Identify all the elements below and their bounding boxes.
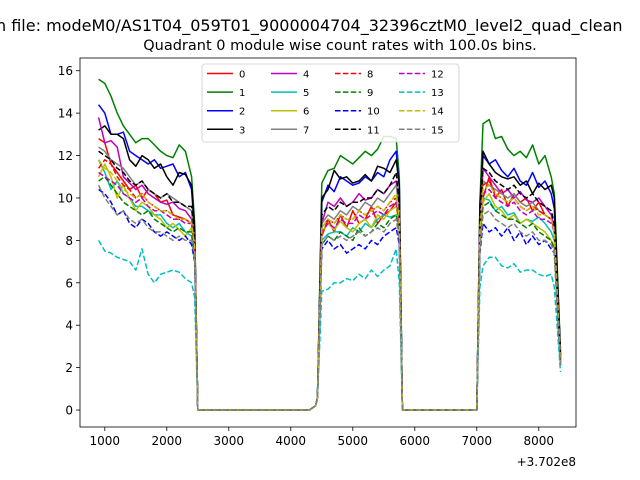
plot-frame bbox=[79, 57, 577, 428]
y-tick-label: 8 bbox=[65, 234, 73, 248]
legend-label-15: 15 bbox=[431, 125, 444, 136]
y-tick-label: 2 bbox=[65, 361, 73, 375]
x-axis: 1000 2000 3000 4000 5000 6000 7000 8000 bbox=[90, 427, 555, 448]
y-tick-label: 0 bbox=[65, 404, 73, 418]
series-line-4 bbox=[97, 117, 562, 411]
series-line-13 bbox=[97, 240, 562, 411]
series-line-1 bbox=[98, 78, 562, 411]
y-tick-label: 12 bbox=[58, 149, 73, 163]
x-offset-label: +3.702e8 bbox=[517, 455, 576, 469]
series-line-14 bbox=[97, 159, 562, 411]
y-tick-label: 6 bbox=[65, 276, 73, 290]
x-tick-label: 1000 bbox=[90, 434, 121, 448]
legend-label-11: 11 bbox=[367, 125, 380, 136]
legend-label-4: 4 bbox=[303, 70, 309, 81]
legend-label-5: 5 bbox=[303, 88, 309, 99]
x-tick-label: 8000 bbox=[524, 434, 555, 448]
legend-label-13: 13 bbox=[431, 88, 444, 99]
legend-label-14: 14 bbox=[431, 107, 444, 118]
series-line-15 bbox=[97, 184, 562, 411]
legend-box bbox=[201, 63, 460, 143]
legend-label-7: 7 bbox=[303, 125, 309, 136]
legend-label-3: 3 bbox=[239, 125, 245, 136]
x-tick-label: 5000 bbox=[338, 434, 369, 448]
x-tick-label: 2000 bbox=[152, 434, 183, 448]
y-axis: 0 2 4 6 8 10 12 14 16 bbox=[58, 64, 80, 418]
figure-suptitle: n file: modeM0/AS1T04_059T01_9000004704_… bbox=[0, 16, 623, 36]
x-tick-label: 6000 bbox=[400, 434, 431, 448]
chart-title: Quadrant 0 module wise count rates with … bbox=[143, 38, 537, 54]
legend-label-1: 1 bbox=[239, 88, 245, 99]
series-group bbox=[97, 78, 562, 411]
x-tick-label: 4000 bbox=[276, 434, 307, 448]
legend-label-12: 12 bbox=[431, 70, 444, 81]
legend-label-0: 0 bbox=[239, 70, 245, 81]
legend-label-9: 9 bbox=[367, 88, 373, 99]
series-line-3 bbox=[98, 125, 562, 411]
series-line-11 bbox=[98, 150, 562, 411]
y-tick-label: 4 bbox=[65, 319, 73, 333]
legend-label-2: 2 bbox=[239, 107, 245, 118]
x-tick-label: 7000 bbox=[462, 434, 493, 448]
y-tick-label: 16 bbox=[58, 64, 73, 78]
y-tick-label: 10 bbox=[58, 191, 73, 205]
legend-label-10: 10 bbox=[367, 107, 380, 118]
legend-label-6: 6 bbox=[303, 107, 309, 118]
x-tick-label: 3000 bbox=[214, 434, 245, 448]
legend-label-8: 8 bbox=[367, 70, 373, 81]
y-tick-label: 14 bbox=[58, 107, 73, 121]
